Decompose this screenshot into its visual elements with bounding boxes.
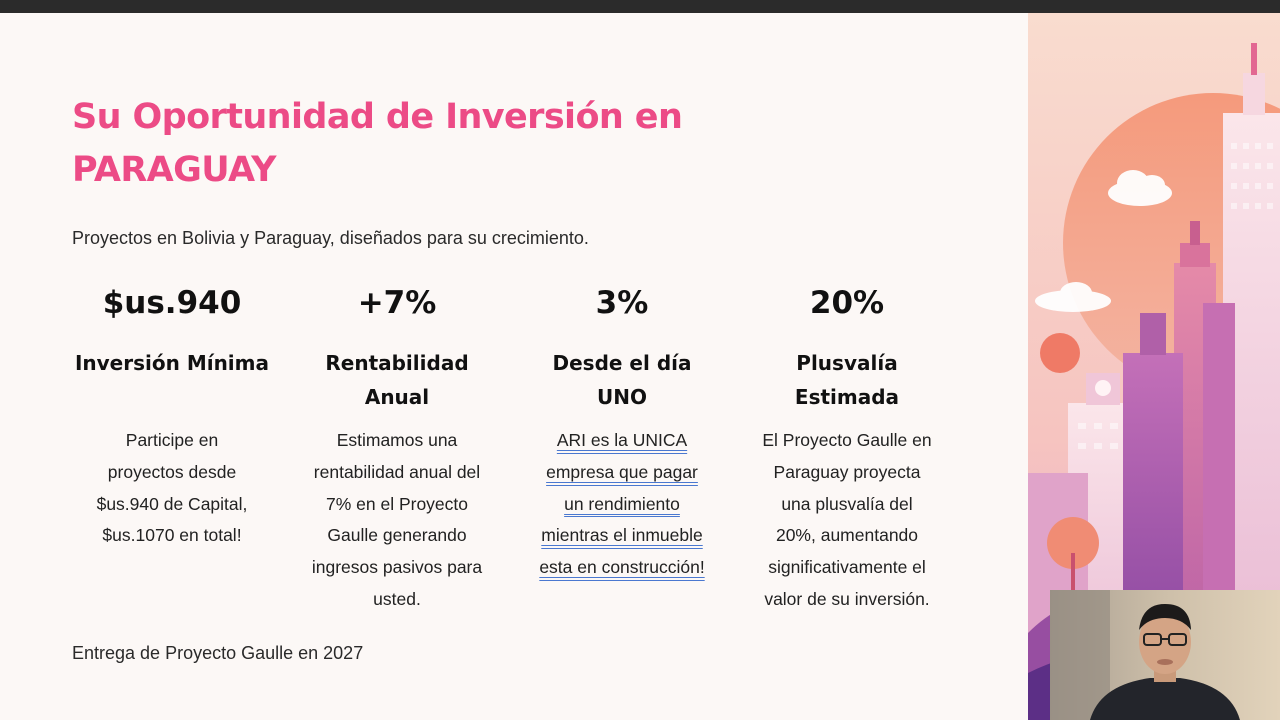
desc-line: proyectos desde [107,461,237,482]
heading-line: Rentabilidad [325,351,469,375]
feature-description: Participe en proyectos desde $us.940 de … [72,425,272,552]
window-top-bar [0,0,1280,13]
desc-line: rentabilidad anual del [313,461,481,482]
stat-value: 3% [595,285,649,321]
desc-line: usted. [373,588,421,609]
desc-line: ARI es la UNICA [556,430,688,450]
heading-line: UNO [597,385,647,409]
feature-description: Estimamos una rentabilidad anual del 7% … [297,425,497,616]
desc-line: valor de su inversión. [764,588,930,609]
feature-heading: Desde el día UNO [522,346,722,414]
stat-value: $us.940 [102,285,242,321]
desc-line: mientras el inmueble [541,525,703,546]
desc-line: esta en construcción! [539,557,705,578]
heading-line: Inversión Mínima [74,351,270,375]
feature-column-appreciation: 20% Plusvalía Estimada El Proyecto Gaull… [747,281,947,616]
desc-line: Estimamos una [336,430,458,450]
feature-heading: Inversión Mínima [72,346,272,414]
feature-description: El Proyecto Gaulle en Paraguay proyecta … [747,425,947,616]
title-line-2: PARAGUAY [72,150,277,190]
desc-line: ingresos pasivos para [311,557,483,578]
desc-line: Paraguay proyecta [773,461,921,482]
feature-column-day-one: 3% Desde el día UNO ARI es la UNICA empr… [522,281,722,584]
feature-heading: Rentabilidad Anual [297,346,497,414]
desc-line: $us.1070 en total! [102,525,242,546]
presenter-webcam-feed-icon [1050,590,1280,720]
stat-value: +7% [357,285,437,321]
heading-line: Plusvalía [796,351,898,375]
desc-line: significativamente el [768,557,926,578]
desc-line: Participe en [125,430,219,450]
heading-line: Desde el día [552,351,692,375]
heading-line: Estimada [794,385,900,409]
stat-value: 20% [809,285,885,321]
feature-description-link[interactable]: ARI es la UNICA empresa que pagar un ren… [522,425,722,584]
slide-title: Su Oportunidad de Inversión en PARAGUAY [72,91,712,197]
title-line-1: Su Oportunidad de Inversión en [72,97,683,137]
desc-line: una plusvalía del [781,493,913,514]
desc-line: empresa que pagar [546,461,698,482]
desc-line: un rendimiento [564,493,680,514]
desc-line: 7% en el Proyecto [325,493,469,514]
desc-line: 20%, aumentando [775,525,919,546]
feature-heading: Plusvalía Estimada [747,346,947,414]
delivery-note: Entrega de Proyecto Gaulle en 2027 [72,643,364,663]
desc-line: El Proyecto Gaulle en [762,430,932,450]
feature-column-annual-return: +7% Rentabilidad Anual Estimamos una ren… [297,281,497,616]
desc-line: $us.940 de Capital, [96,493,248,514]
presentation-slide: Su Oportunidad de Inversión en PARAGUAY … [0,13,1028,720]
heading-line: Anual [364,385,430,409]
slide-subtitle: Proyectos en Bolivia y Paraguay, diseñad… [72,228,589,248]
feature-column-minimum-investment: $us.940 Inversión Mínima Participe en pr… [72,281,272,552]
desc-line: Gaulle generando [327,525,467,546]
